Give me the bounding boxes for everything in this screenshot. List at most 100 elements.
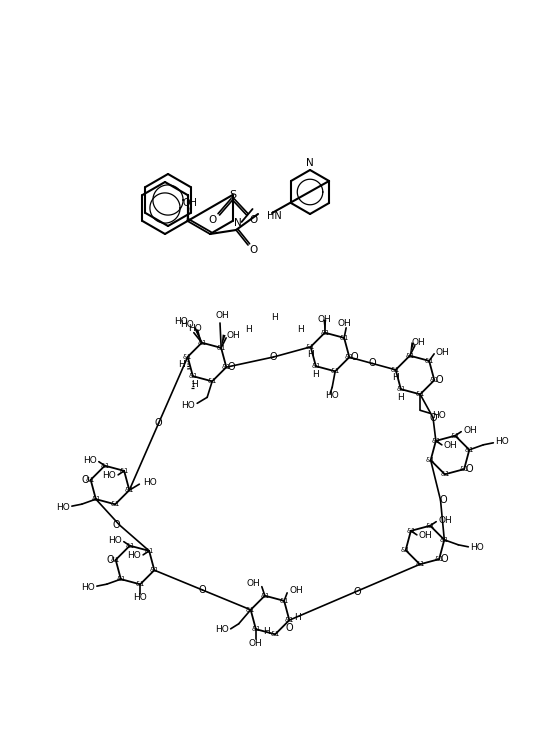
Polygon shape (221, 335, 226, 348)
Text: &1: &1 (124, 487, 134, 493)
Text: &1: &1 (465, 447, 474, 453)
Text: &1: &1 (150, 567, 159, 573)
Text: H: H (307, 350, 314, 359)
Text: HO: HO (174, 318, 188, 327)
Text: H: H (398, 392, 404, 401)
Text: O: O (208, 215, 217, 225)
Text: HN: HN (267, 211, 282, 221)
Polygon shape (410, 342, 414, 355)
Text: &1: &1 (459, 466, 469, 472)
Text: O: O (368, 358, 377, 369)
Text: &1: &1 (208, 378, 217, 384)
Polygon shape (324, 320, 326, 333)
Text: &1: &1 (188, 373, 197, 379)
Text: HO: HO (143, 477, 157, 487)
Text: O: O (354, 588, 361, 597)
Text: &1: &1 (110, 501, 120, 507)
Text: &1: &1 (251, 626, 260, 632)
Text: O: O (286, 623, 293, 633)
Text: &1: &1 (440, 537, 449, 543)
Text: &1: &1 (401, 547, 410, 554)
Text: H: H (313, 370, 319, 378)
Text: HO: HO (180, 320, 194, 329)
Text: &1: &1 (285, 617, 294, 623)
Text: HO: HO (496, 437, 509, 446)
Text: &1: &1 (260, 593, 269, 599)
Text: O: O (429, 412, 437, 423)
Text: HO: HO (102, 471, 116, 480)
Text: &1: &1 (434, 556, 444, 562)
Text: &1: &1 (340, 335, 349, 341)
Text: &1: &1 (125, 542, 135, 548)
Text: OH: OH (412, 338, 426, 347)
Text: O: O (440, 495, 447, 505)
Text: &1: &1 (120, 468, 129, 474)
Text: HO: HO (83, 456, 97, 465)
Text: &1: &1 (136, 582, 145, 588)
Text: O: O (465, 464, 473, 474)
Text: &1: &1 (183, 354, 192, 360)
Text: HO: HO (127, 551, 141, 560)
Text: O: O (199, 585, 206, 595)
Text: &1: &1 (246, 607, 255, 613)
Text: &1: &1 (430, 377, 439, 384)
Text: &1: &1 (270, 631, 280, 637)
Text: &1: &1 (391, 367, 400, 372)
Polygon shape (195, 329, 202, 343)
Text: &1: &1 (396, 386, 406, 392)
Text: OH: OH (226, 331, 240, 341)
Text: &1: &1 (331, 368, 340, 375)
Text: O: O (440, 554, 448, 564)
Text: &1: &1 (116, 576, 126, 582)
Text: &1: &1 (426, 457, 436, 463)
Text: HO: HO (432, 411, 446, 420)
Text: OH: OH (215, 312, 229, 321)
Text: S: S (229, 190, 236, 200)
Text: &1: &1 (415, 392, 425, 398)
Text: HO: HO (133, 593, 147, 602)
Text: &1: &1 (415, 562, 425, 568)
Text: O: O (436, 375, 443, 385)
Text: &1: &1 (100, 463, 109, 469)
Text: &1: &1 (431, 438, 440, 444)
Text: O: O (113, 520, 120, 530)
Text: &1: &1 (306, 344, 315, 350)
Text: OH: OH (249, 638, 263, 647)
Text: OH: OH (444, 441, 458, 450)
Text: OH: OH (318, 315, 332, 324)
Text: HO: HO (470, 543, 484, 552)
Text: H: H (192, 380, 198, 389)
Text: H: H (272, 313, 279, 322)
Text: O: O (269, 352, 278, 362)
Text: &1: &1 (425, 358, 434, 364)
Text: HO: HO (81, 582, 95, 592)
Text: &1: &1 (197, 340, 207, 346)
Text: O: O (107, 555, 115, 565)
Text: O: O (249, 245, 257, 255)
Text: &1: &1 (216, 345, 226, 351)
Text: &1: &1 (451, 432, 460, 439)
Text: H: H (296, 325, 304, 335)
Text: O: O (82, 475, 89, 485)
Text: O: O (155, 418, 162, 429)
Text: OH: OH (289, 586, 303, 596)
Text: O: O (228, 362, 235, 372)
Text: HO: HO (325, 391, 339, 400)
Text: H: H (178, 361, 184, 370)
Text: HO: HO (188, 324, 202, 333)
Text: &1: &1 (91, 496, 101, 502)
Text: O: O (249, 215, 258, 225)
Text: O: O (351, 353, 358, 362)
Text: OH: OH (438, 516, 452, 525)
Text: N: N (306, 158, 314, 168)
Text: OH: OH (419, 531, 433, 540)
Text: HO: HO (181, 401, 195, 410)
Text: H: H (245, 325, 252, 335)
Text: &1: &1 (440, 471, 450, 477)
Text: &1: &1 (280, 598, 289, 604)
Text: HO: HO (56, 503, 70, 511)
Text: &1: &1 (406, 528, 415, 534)
Text: H: H (263, 627, 270, 636)
Text: OH: OH (246, 579, 260, 588)
Text: &1: &1 (111, 556, 120, 563)
